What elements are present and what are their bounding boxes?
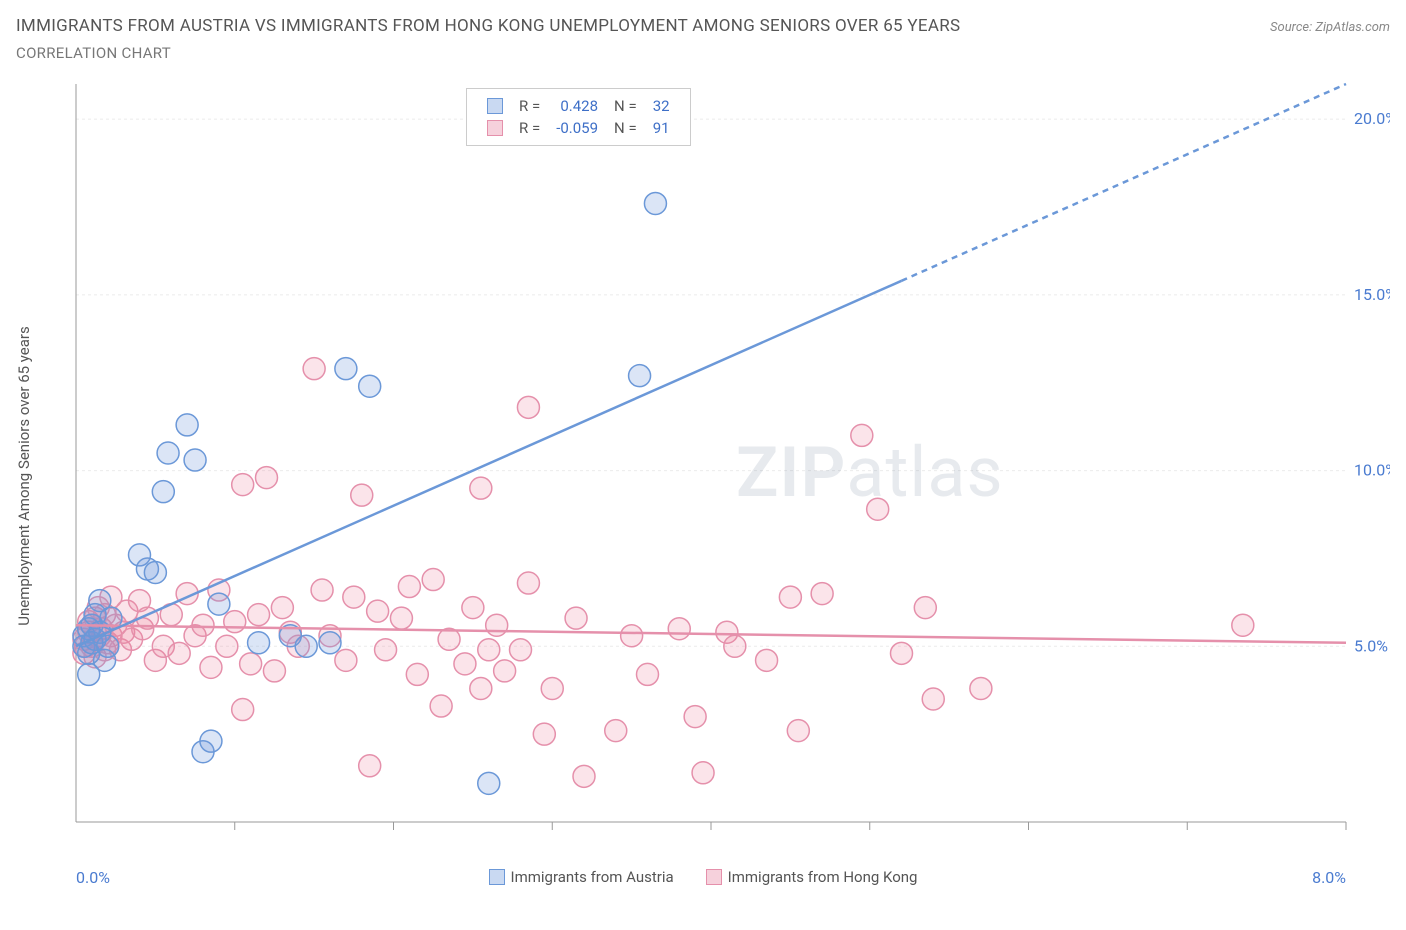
- x-origin-label: 0.0%: [76, 868, 110, 887]
- n-label: N =: [606, 95, 645, 117]
- swatch-austria: [489, 869, 505, 885]
- svg-text:5.0%: 5.0%: [1354, 636, 1388, 655]
- chart-subtitle: CORRELATION CHART: [16, 44, 1390, 62]
- swatch-hongkong: [706, 869, 722, 885]
- legend-item-austria: Immigrants from Austria: [489, 868, 674, 886]
- correlation-legend-box: R = 0.428 N = 32 R = -0.059 N = 91: [466, 88, 691, 146]
- svg-text:20.0%: 20.0%: [1354, 109, 1390, 128]
- r-label: R =: [511, 117, 548, 139]
- r-label: R =: [511, 95, 548, 117]
- legend-row-hongkong: R = -0.059 N = 91: [479, 117, 678, 139]
- correlation-chart: IMMIGRANTS FROM AUSTRIA VS IMMIGRANTS FR…: [16, 16, 1390, 886]
- svg-text:10.0%: 10.0%: [1354, 461, 1390, 480]
- legend-item-hongkong: Immigrants from Hong Kong: [706, 868, 918, 886]
- source-label: Source: ZipAtlas.com: [1270, 20, 1390, 35]
- legend-row-austria: R = 0.428 N = 32: [479, 95, 678, 117]
- swatch-hongkong: [487, 120, 503, 136]
- scatter-plot-svg: 5.0% 10.0% 15.0% 20.0%: [16, 72, 1390, 862]
- n-label: N =: [606, 117, 645, 139]
- swatch-austria: [487, 98, 503, 114]
- chart-title: IMMIGRANTS FROM AUSTRIA VS IMMIGRANTS FR…: [16, 16, 960, 36]
- legend-label-austria: Immigrants from Austria: [511, 868, 674, 886]
- x-right-label: 8.0%: [1312, 868, 1346, 887]
- r-value-austria: 0.428: [548, 95, 606, 117]
- r-value-hongkong: -0.059: [548, 117, 606, 139]
- n-value-austria: 32: [645, 95, 678, 117]
- legend-label-hongkong: Immigrants from Hong Kong: [728, 868, 918, 886]
- n-value-hongkong: 91: [645, 117, 678, 139]
- y-axis-label: Unemployment Among Seniors over 65 years: [15, 326, 33, 625]
- plot-container: Unemployment Among Seniors over 65 years…: [16, 72, 1390, 862]
- legend-bottom: 0.0% Immigrants from Austria Immigrants …: [16, 868, 1390, 886]
- svg-text:15.0%: 15.0%: [1354, 285, 1390, 304]
